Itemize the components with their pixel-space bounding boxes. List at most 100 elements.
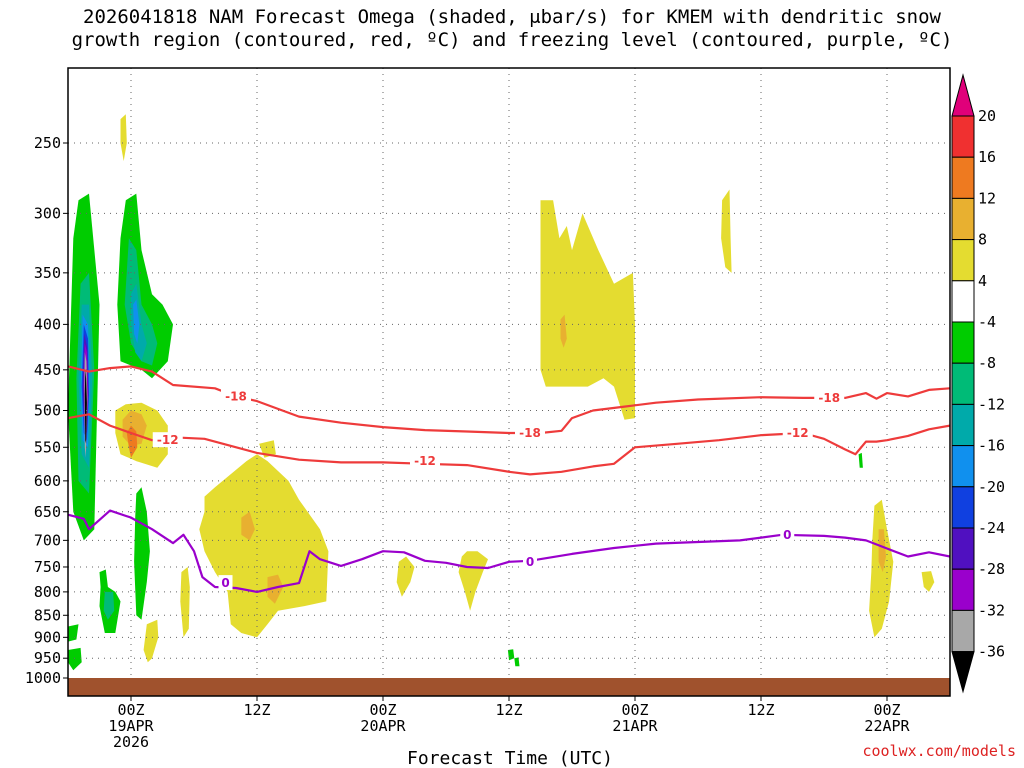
omega-region-23 [180, 567, 190, 638]
x-tick-label: 00Z [873, 701, 900, 719]
axes-layer: 250 300 350 400 450 500 550 600 650 700 750 800 850 9… [25, 67, 951, 751]
omega-region-31 [514, 657, 520, 667]
omega-region-8 [84, 369, 87, 444]
colorbar-swatch [951, 609, 975, 653]
x-tick-label: 22APR [864, 717, 910, 735]
colorbar-top-arrow [951, 73, 975, 117]
y-tick-label: 250 [34, 134, 61, 152]
omega-region-12 [133, 299, 140, 344]
contour-label: -18 [519, 426, 541, 440]
omega-region-32 [540, 200, 635, 420]
y-tick-label: 850 [34, 606, 61, 624]
y-tick-label: 900 [34, 628, 61, 646]
x-axis-label: Forecast Time (UTC) [407, 748, 613, 768]
omega-shading-layer [68, 114, 935, 671]
colorbar-bottom-arrow [951, 651, 975, 694]
colorbar-label: -32 [978, 601, 1005, 619]
y-tick-label: 1000 [25, 669, 61, 687]
y-tick-label: 350 [34, 264, 61, 282]
colorbar-swatch [951, 156, 975, 199]
contour-label: -12 [787, 426, 809, 440]
omega-region-37 [921, 571, 935, 592]
omega-region-20 [68, 647, 82, 671]
x-tick-label: 19APR [108, 717, 154, 735]
colorbar-swatch [951, 362, 975, 405]
x-tick-label: 12Z [243, 701, 270, 719]
y-tick-label: 550 [34, 438, 61, 456]
contour-label: -18 [225, 389, 247, 403]
colorbar-label: 8 [978, 231, 987, 249]
colorbar-swatch [951, 321, 975, 364]
ground-layer [68, 678, 950, 696]
colorbar-swatch [951, 568, 975, 611]
omega-region-27 [267, 574, 284, 604]
colorbar-swatch [951, 403, 975, 447]
omega-region-28 [396, 556, 415, 597]
omega-region-13 [120, 114, 127, 162]
omega-region-22 [143, 619, 159, 663]
title-line-2: growth region (contoured, red, ºC) and f… [71, 29, 953, 51]
credit-text: coolwx.com/models [862, 742, 1016, 760]
colorbar-swatch [951, 527, 975, 570]
colorbar-label: -8 [978, 354, 996, 372]
contour-label: -12 [414, 454, 436, 468]
omega-region-38 [858, 452, 863, 468]
y-tick-label: 400 [34, 315, 61, 333]
contour-layer: -18 -18 -18 -12 -12 -12 0 0 0 [68, 365, 950, 593]
y-tick-label: 750 [34, 558, 61, 576]
contour-line-2 [68, 509, 950, 593]
x-tick-label: 20APR [360, 717, 406, 735]
contour-label: -18 [818, 391, 840, 405]
omega-region-29 [458, 551, 488, 611]
plot-frame [67, 67, 951, 697]
contour-label-bg [780, 526, 795, 542]
colorbar-label: 20 [978, 107, 996, 125]
colorbar: 20 16 12 8 4 -4 -8 -12 -16 -20 -24 -28 -32 -36 [951, 73, 1005, 694]
contour-label-bg [221, 388, 251, 404]
contour-label-bg [814, 389, 845, 405]
omega-region-26 [241, 511, 255, 541]
x-tick-label: 21APR [612, 717, 658, 735]
colorbar-label: 16 [978, 148, 996, 166]
colorbar-swatch [951, 486, 975, 529]
x-tick-label: 00Z [369, 701, 396, 719]
colorbar-label: 12 [978, 189, 996, 207]
grid-layer [68, 68, 950, 678]
colorbar-label: -12 [978, 395, 1005, 413]
x-tick-label: 12Z [747, 701, 774, 719]
colorbar-label: -36 [978, 643, 1005, 661]
y-tick-label: 600 [34, 472, 61, 490]
colorbar-label: -16 [978, 437, 1005, 455]
colorbar-swatch [951, 239, 975, 282]
omega-region-35 [869, 499, 894, 638]
contour-label-bg [515, 424, 545, 440]
omega-region-30 [507, 649, 515, 661]
ground-strip [68, 678, 950, 696]
contour-label: 0 [526, 555, 534, 569]
contour-label-bg [523, 553, 537, 569]
omega-region-24 [199, 454, 329, 638]
chart-title: 2026041818 NAM Forecast Omega (shaded, μ… [0, 6, 1024, 52]
colorbar-label: -28 [978, 560, 1005, 578]
contour-label-bg [218, 575, 233, 591]
y-tick-label: 500 [34, 402, 61, 420]
y-tick-label: 950 [34, 649, 61, 667]
contour-label-bg [782, 424, 813, 440]
contour-label-bg [152, 432, 183, 448]
omega-region-33 [560, 314, 567, 348]
contour-label-bg [410, 453, 440, 469]
colorbar-label: -20 [978, 478, 1005, 496]
omega-region-19 [103, 591, 115, 620]
colorbar-swatch [951, 445, 975, 488]
x-tick-label: 00Z [117, 701, 144, 719]
x-tick-label: 2026 [113, 733, 149, 751]
omega-region-21 [68, 624, 79, 642]
y-tick-label: 700 [34, 531, 61, 549]
omega-region-17 [134, 487, 150, 620]
y-tick-label: 800 [34, 583, 61, 601]
x-tick-label: 12Z [495, 701, 522, 719]
contour-label: 0 [221, 576, 229, 590]
omega-region-34 [721, 189, 732, 273]
colorbar-swatch [951, 115, 975, 158]
